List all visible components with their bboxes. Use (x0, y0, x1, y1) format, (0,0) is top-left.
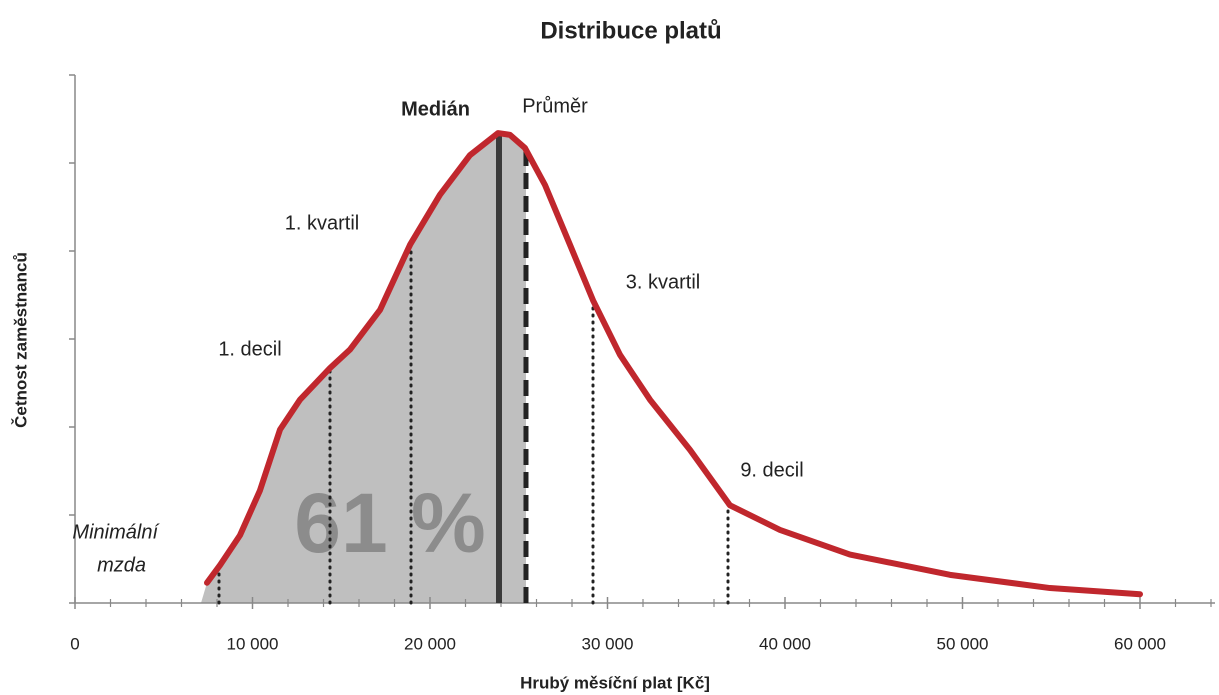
x-tick-label: 50 000 (937, 634, 989, 653)
chart-title: Distribuce platů (540, 17, 721, 44)
marker-label: 3. kvartil (626, 271, 700, 293)
x-axis-label: Hrubý měsíční plat [Kč] (520, 673, 710, 692)
x-tick-label: 60 000 (1114, 634, 1166, 653)
y-axis-label: Četnost zaměstnanců (11, 252, 30, 428)
x-tick-label: 20 000 (404, 634, 456, 653)
marker-label: mzda (97, 554, 146, 576)
marker-label: 9. decil (740, 459, 803, 481)
x-tick-label: 0 (70, 634, 79, 653)
curve (204, 130, 1143, 598)
x-tick-label: 40 000 (759, 634, 811, 653)
marker-label: 1. decil (218, 338, 281, 360)
x-tick-label: 30 000 (582, 634, 634, 653)
marker-label: Průměr (522, 95, 588, 117)
area-label: 61 % (294, 476, 485, 570)
x-tick-label: 10 000 (227, 634, 279, 653)
shaded-area (201, 133, 526, 603)
marker-label: Medián (401, 98, 470, 120)
marker-label: 1. kvartil (285, 212, 359, 234)
marker-label: Minimální (72, 521, 160, 543)
